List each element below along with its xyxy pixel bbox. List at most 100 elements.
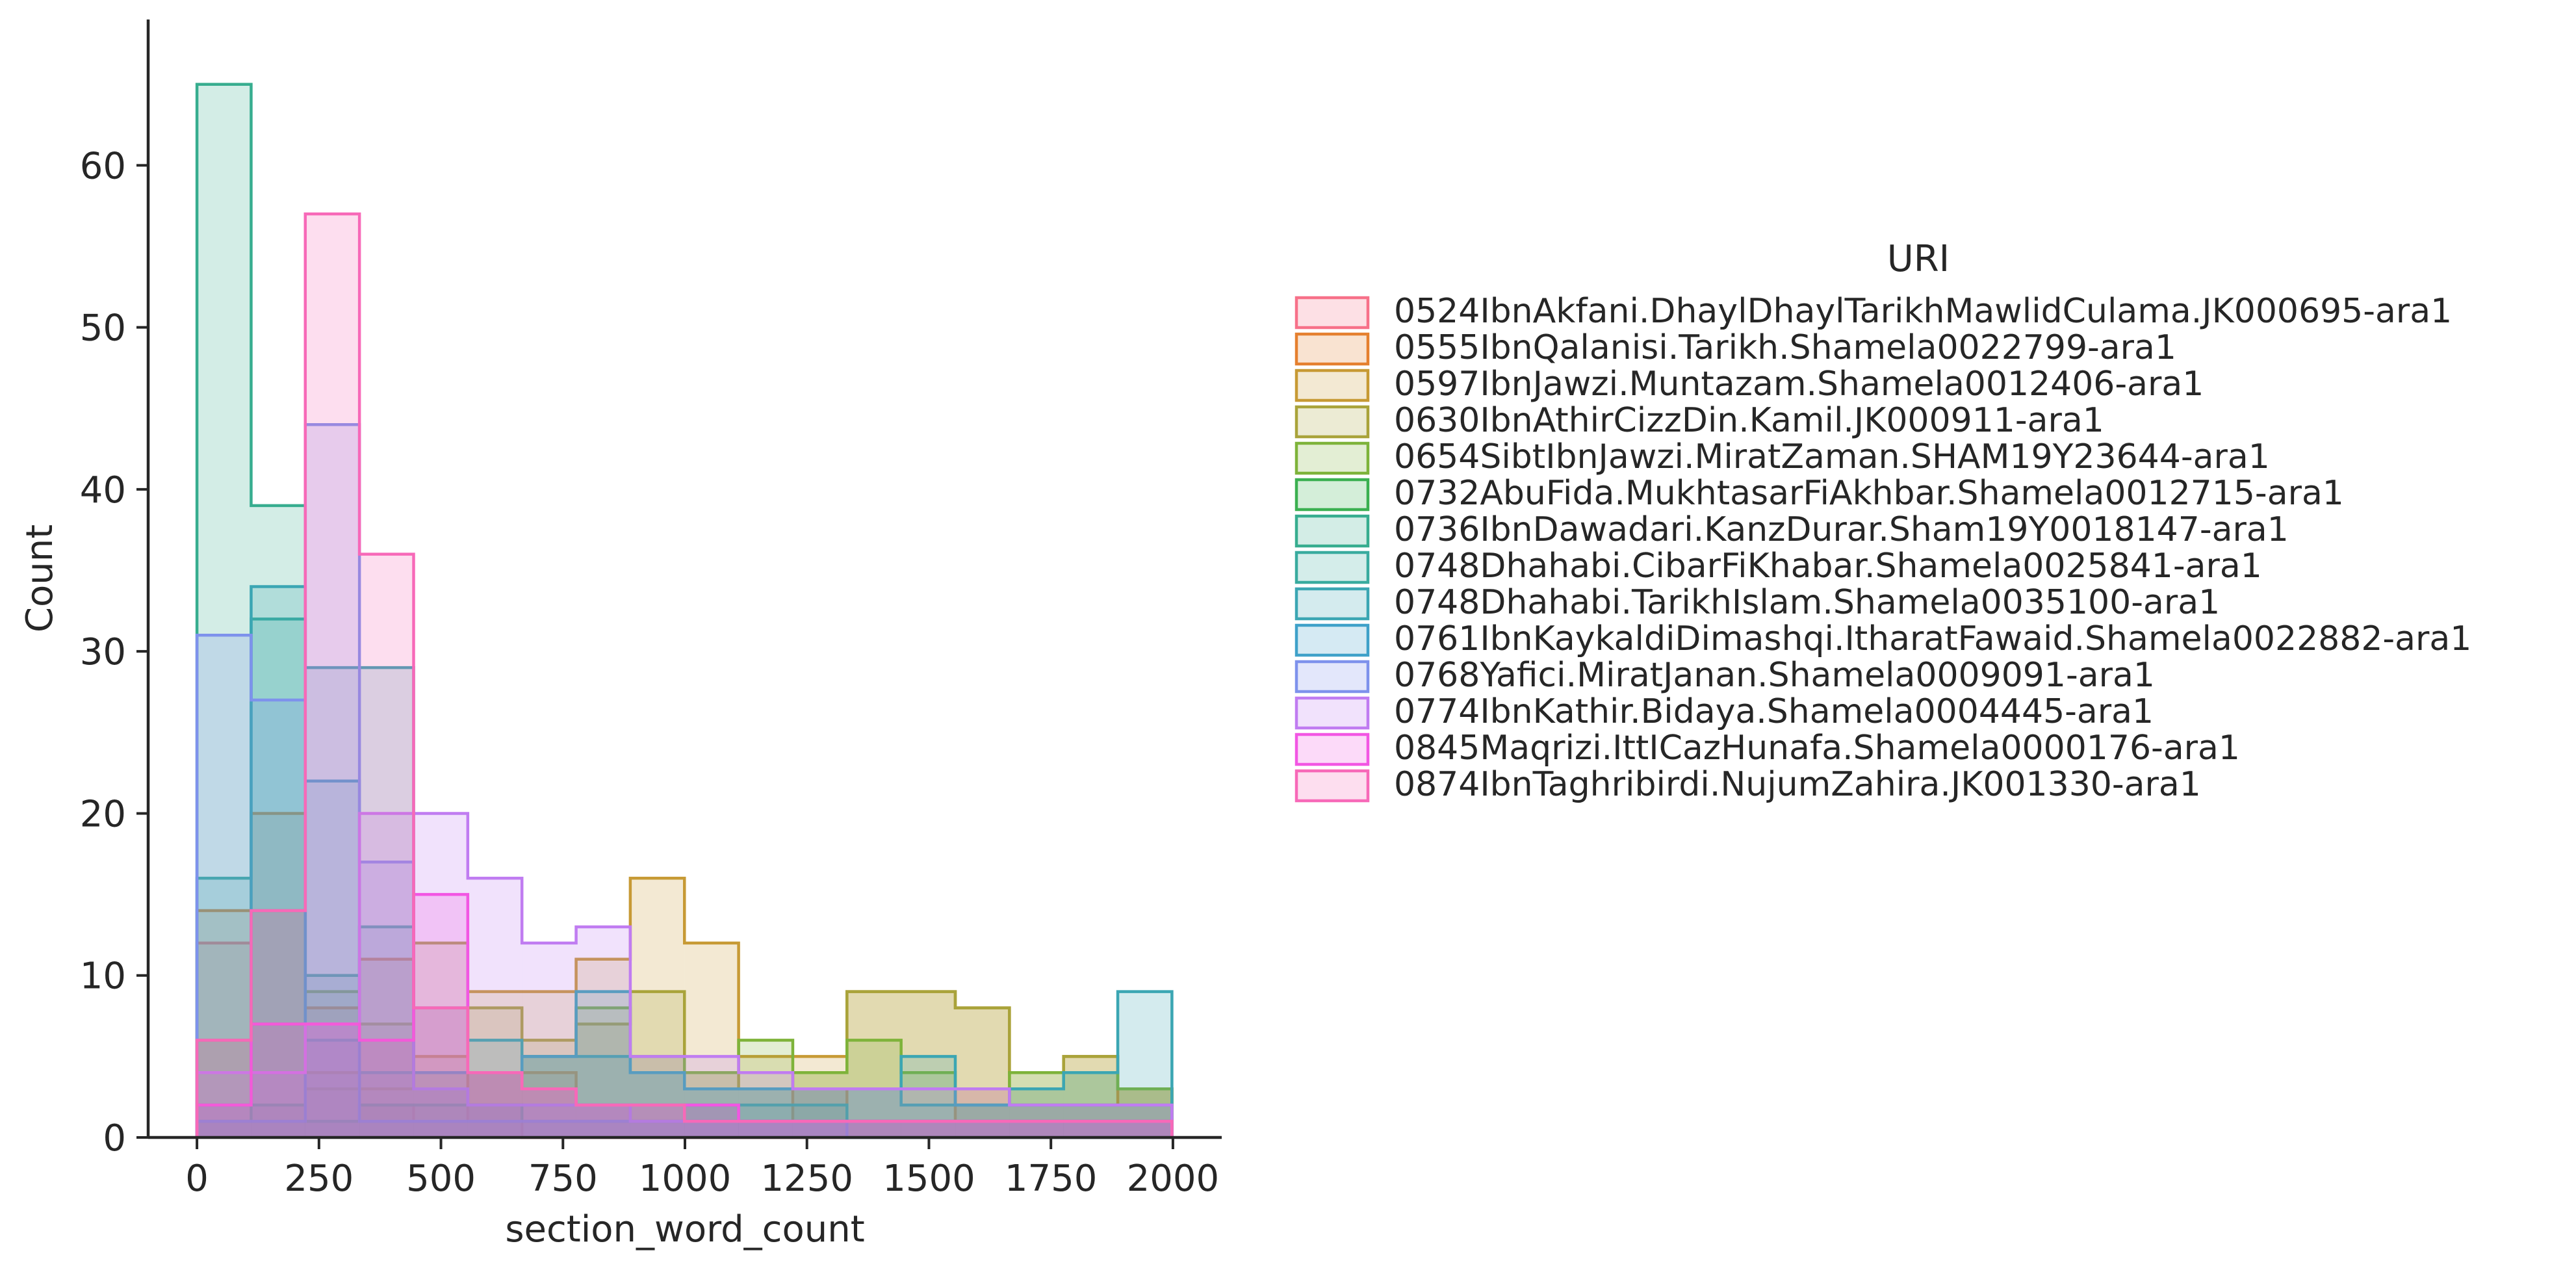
legend-item: 0524IbnAkfani.DhaylDhaylTarikhMawlidCula… bbox=[1294, 292, 2452, 331]
bar bbox=[847, 1089, 901, 1137]
bar bbox=[413, 1121, 468, 1137]
bar bbox=[359, 926, 414, 1137]
bar bbox=[738, 1089, 793, 1137]
bars-layer bbox=[195, 83, 1174, 1139]
bar bbox=[413, 1056, 468, 1137]
legend-label: 0630IbnAthirCizzDin.Kamil.JK000911-ara1 bbox=[1394, 401, 2104, 440]
legend-swatch bbox=[1294, 514, 1370, 548]
bar bbox=[847, 1121, 901, 1137]
bar bbox=[792, 1089, 847, 1137]
bar bbox=[630, 878, 685, 1137]
bar bbox=[467, 991, 522, 1137]
legend-swatch bbox=[1294, 332, 1370, 366]
x-tick-label: 750 bbox=[528, 1158, 598, 1200]
bar bbox=[413, 894, 468, 1137]
bar bbox=[305, 1089, 360, 1137]
bar bbox=[1118, 1089, 1172, 1137]
bar bbox=[792, 1121, 847, 1137]
bar bbox=[1118, 1121, 1172, 1137]
legend-item: 0774IbnKathir.Bidaya.Shamela0004445-ara1 bbox=[1294, 692, 2154, 731]
bar bbox=[738, 1121, 793, 1137]
bar bbox=[684, 1121, 739, 1137]
bar bbox=[901, 1121, 956, 1137]
bar bbox=[197, 1121, 251, 1137]
bar bbox=[847, 1121, 901, 1137]
bar bbox=[522, 1089, 576, 1137]
bar bbox=[792, 1089, 847, 1137]
bar bbox=[684, 1121, 739, 1137]
bar bbox=[251, 911, 305, 1137]
bar bbox=[413, 1089, 468, 1137]
bar bbox=[630, 1121, 685, 1137]
bar bbox=[630, 1105, 685, 1137]
bar bbox=[305, 1040, 360, 1137]
bar bbox=[1118, 991, 1172, 1137]
legend-swatch bbox=[1294, 587, 1370, 621]
bar bbox=[684, 1056, 739, 1137]
bar bbox=[1063, 1121, 1118, 1137]
bar bbox=[305, 975, 360, 1137]
bar bbox=[1118, 1089, 1172, 1137]
legend-item: 0597IbnJawzi.Muntazam.Shamela0012406-ara… bbox=[1294, 365, 2204, 404]
bar bbox=[305, 1121, 360, 1137]
series-14 bbox=[195, 212, 1174, 1138]
bar bbox=[522, 1089, 576, 1137]
bar bbox=[901, 1121, 956, 1137]
bar bbox=[1118, 1121, 1172, 1137]
legend-label: 0555IbnQalanisi.Tarikh.Shamela0022799-ar… bbox=[1394, 328, 2176, 367]
x-tick-label: 500 bbox=[406, 1158, 476, 1200]
y-tick-label: 30 bbox=[80, 631, 126, 673]
bar bbox=[576, 959, 630, 1137]
bar bbox=[197, 1121, 251, 1137]
x-tick-label: 1500 bbox=[882, 1158, 975, 1200]
bar bbox=[847, 1121, 901, 1137]
legend-item: 0748Dhahabi.TarikhIslam.Shamela0035100-a… bbox=[1294, 583, 2220, 622]
bar bbox=[359, 813, 414, 1137]
bar bbox=[576, 1105, 630, 1137]
bar bbox=[413, 1007, 468, 1137]
bar bbox=[901, 991, 956, 1137]
y-tick-label: 20 bbox=[80, 793, 126, 835]
bar bbox=[630, 1056, 685, 1137]
bar bbox=[576, 1056, 630, 1137]
series-8 bbox=[195, 617, 1174, 1137]
bar bbox=[576, 1105, 630, 1137]
bar bbox=[901, 1121, 956, 1137]
bar bbox=[359, 1089, 414, 1137]
bar bbox=[197, 1121, 251, 1137]
bar bbox=[467, 1121, 522, 1137]
bar bbox=[576, 926, 630, 1137]
bar bbox=[522, 1105, 576, 1137]
legend-label: 0736IbnDawadari.KanzDurar.Sham19Y0018147… bbox=[1394, 510, 2289, 549]
bar bbox=[1009, 1089, 1064, 1137]
bar bbox=[630, 1121, 685, 1137]
legend-swatch bbox=[1294, 623, 1370, 657]
bar bbox=[955, 1121, 1010, 1137]
bar bbox=[251, 1121, 305, 1137]
series-outline bbox=[195, 212, 1174, 1137]
bar bbox=[630, 1121, 685, 1137]
bar bbox=[413, 1121, 468, 1137]
legend-item: 0732AbuFida.MukhtasarFiAkhbar.Shamela001… bbox=[1294, 474, 2344, 513]
bar bbox=[251, 619, 305, 1137]
legend-swatch bbox=[1294, 405, 1370, 439]
bar bbox=[1063, 1121, 1118, 1137]
bar bbox=[467, 1105, 522, 1137]
bar bbox=[576, 1121, 630, 1137]
bar bbox=[792, 1056, 847, 1137]
bar bbox=[738, 1072, 793, 1137]
bar bbox=[576, 1121, 630, 1137]
y-tick-label: 60 bbox=[80, 145, 126, 187]
series-11 bbox=[195, 422, 1174, 1137]
bar bbox=[413, 1089, 468, 1137]
bar bbox=[1118, 1089, 1172, 1137]
bar bbox=[738, 1089, 793, 1137]
bar bbox=[1009, 1121, 1064, 1137]
series-3 bbox=[195, 876, 1174, 1137]
bar bbox=[847, 991, 901, 1137]
bar bbox=[684, 1089, 739, 1137]
bar bbox=[955, 1121, 1010, 1137]
bar bbox=[522, 942, 576, 1137]
x-tick-label: 1250 bbox=[760, 1158, 853, 1200]
